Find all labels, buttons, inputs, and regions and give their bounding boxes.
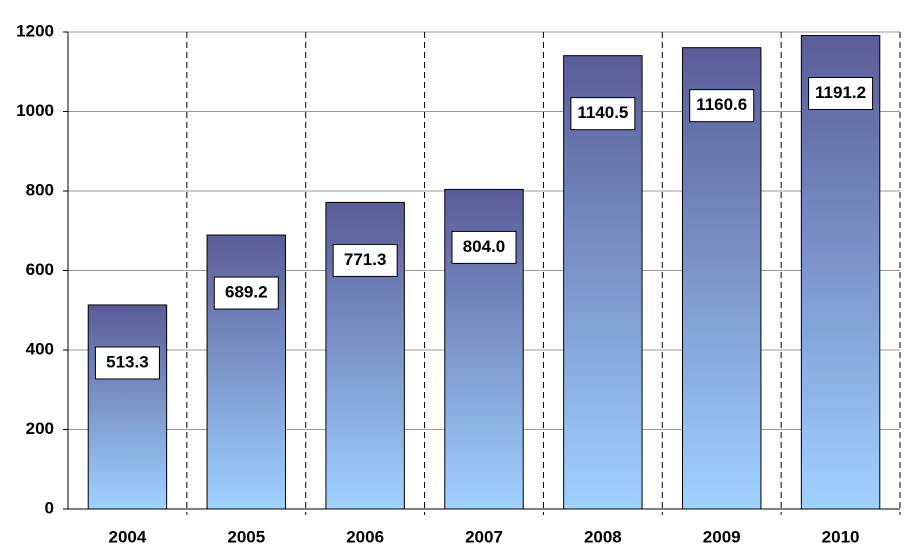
value-label: 771.3 [344, 250, 387, 269]
value-label: 689.2 [225, 283, 268, 302]
y-tick-label: 600 [26, 260, 54, 279]
value-label: 804.0 [463, 237, 506, 256]
value-label: 1140.5 [577, 103, 628, 122]
bar [206, 234, 287, 510]
y-tick-label: 0 [45, 498, 54, 517]
x-tick-label: 2008 [584, 527, 622, 546]
y-tick-label: 800 [26, 180, 54, 199]
x-tick-label: 2009 [703, 527, 741, 546]
y-tick-label: 1000 [16, 101, 54, 120]
value-label: 513.3 [106, 352, 149, 371]
bar [681, 47, 762, 510]
y-tick-label: 200 [26, 419, 54, 438]
value-label-box [808, 76, 874, 110]
bar [87, 304, 168, 510]
y-tick-label: 400 [26, 339, 54, 358]
value-label-box [689, 89, 755, 123]
y-tick-label: 1200 [16, 21, 54, 40]
value-label: 1160.6 [696, 95, 747, 114]
x-tick-label: 2010 [822, 527, 860, 546]
value-label-box [451, 230, 517, 264]
value-label-box [213, 276, 279, 310]
bar [800, 34, 881, 510]
value-label-box [332, 243, 398, 277]
value-label: 1191.2 [815, 83, 866, 102]
x-tick-label: 2005 [227, 527, 265, 546]
x-tick-label: 2004 [109, 527, 147, 546]
x-tick-label: 2007 [465, 527, 503, 546]
bar [563, 55, 643, 510]
x-tick-label: 2006 [346, 527, 384, 546]
value-label-box [570, 97, 636, 131]
value-label-box [94, 346, 160, 380]
